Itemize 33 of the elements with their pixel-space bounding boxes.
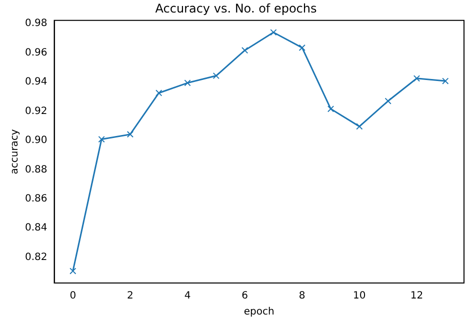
y-tick-label: 0.88 — [25, 164, 48, 176]
point — [270, 29, 277, 36]
point — [70, 268, 76, 274]
y-tick-label: 0.92 — [25, 106, 48, 117]
x-tick-label: 4 — [184, 290, 191, 302]
point — [356, 123, 363, 130]
x-tick-label: 12 — [410, 290, 424, 302]
point — [298, 44, 306, 52]
point — [156, 90, 162, 96]
point — [98, 136, 105, 143]
y-tick-label: 0.82 — [25, 252, 48, 263]
x-tick-label: 10 — [353, 290, 366, 302]
x-tick-label: 2 — [127, 290, 134, 302]
y-tick-label: 0.84 — [25, 222, 48, 234]
y-tick-label: 0.90 — [25, 135, 48, 146]
x-axis-title: epoch — [244, 306, 274, 318]
point — [327, 106, 334, 112]
y-tick-label: 0.98 — [25, 18, 48, 30]
y-tick-label: 0.86 — [25, 193, 48, 204]
point — [442, 78, 449, 84]
x-tick-label: 0 — [70, 290, 76, 302]
point — [184, 80, 191, 86]
x-tick-label: 8 — [298, 290, 306, 302]
y-tick-label: 0.96 — [25, 47, 48, 58]
point — [241, 47, 248, 54]
point — [413, 75, 420, 82]
chart-title: Accuracy vs. No. of epochs — [155, 1, 317, 16]
x-tick-label: 6 — [242, 290, 248, 302]
point — [212, 72, 220, 80]
point — [126, 130, 134, 138]
y-tick-label: 0.94 — [25, 76, 48, 88]
y-axis-title: accuracy — [10, 129, 21, 174]
point — [384, 98, 392, 104]
